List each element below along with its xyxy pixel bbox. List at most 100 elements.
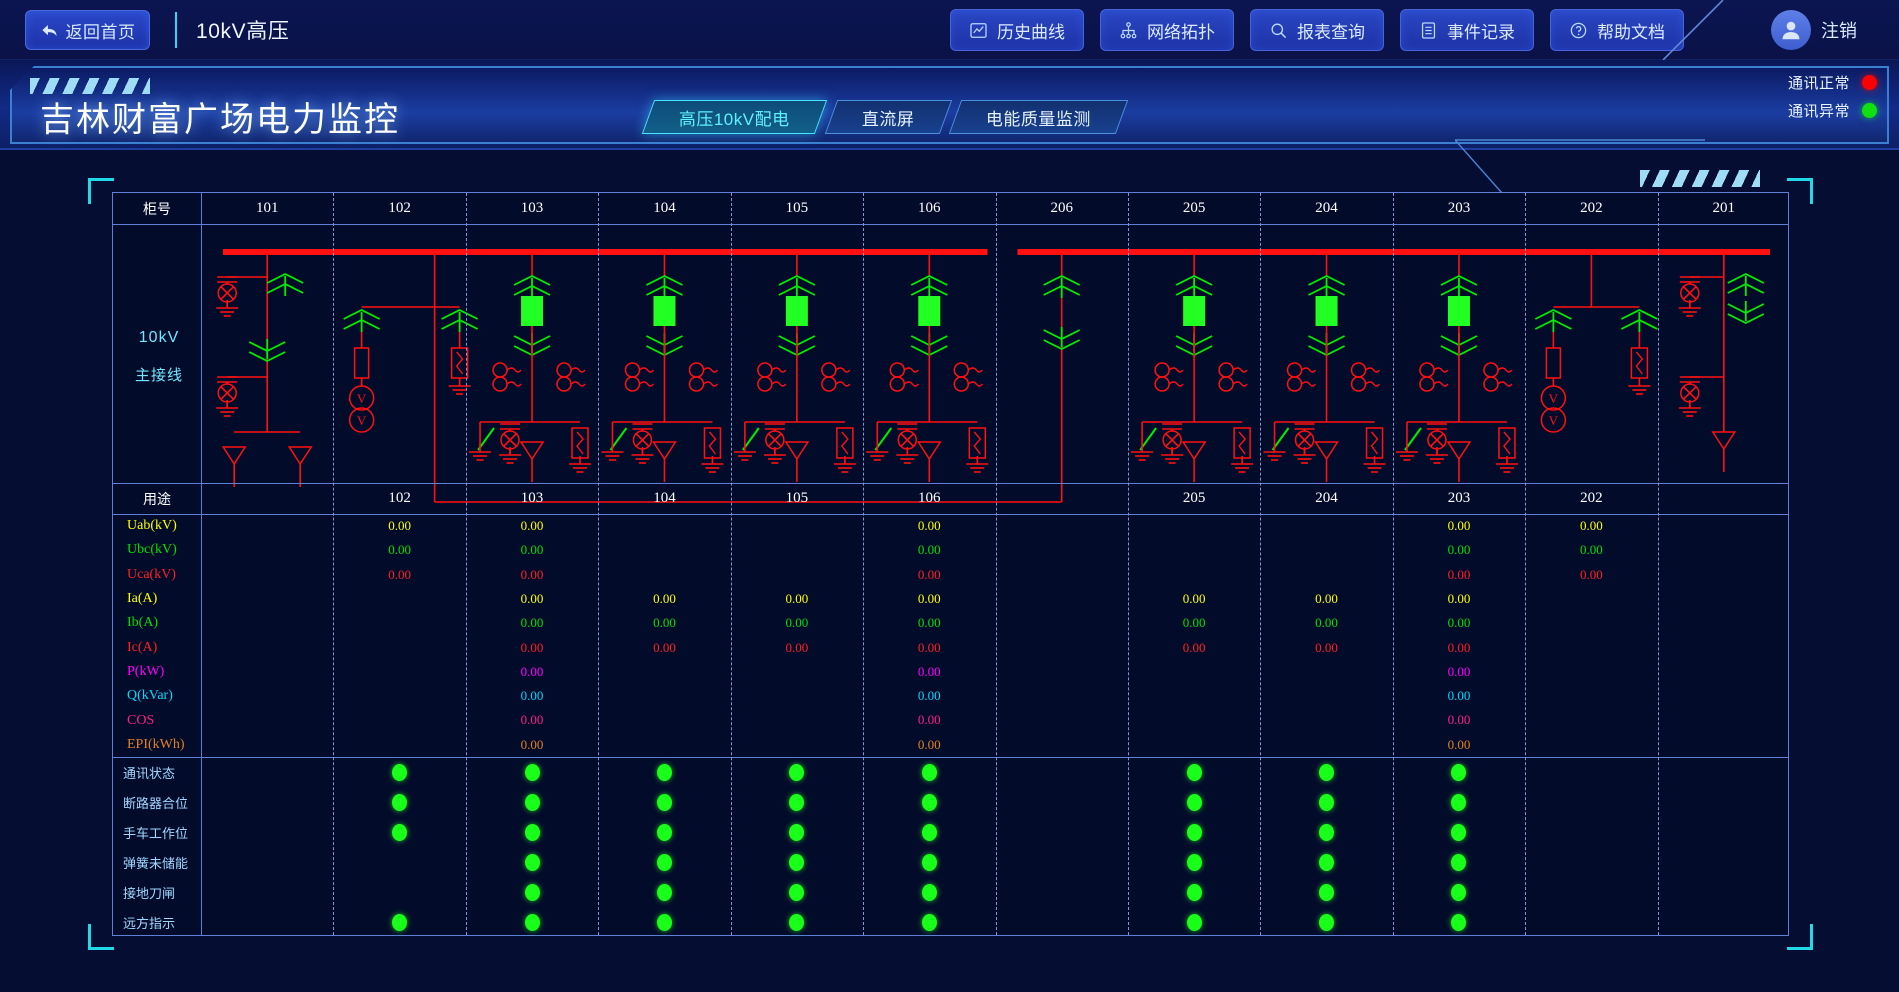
event-record-label: 事件记录 xyxy=(1447,22,1515,42)
measure-row-label-2: Uca(kV) xyxy=(127,566,176,582)
cabinet-number-104: 104 xyxy=(653,200,676,216)
measure-value-103-2: 0.00 xyxy=(520,566,544,582)
table-column-separator-8 xyxy=(1260,193,1262,935)
user-logout-area[interactable]: 注销 xyxy=(1771,9,1857,51)
status-row-label-1: 断路器合位 xyxy=(123,795,189,811)
purpose-value-102: 102 xyxy=(388,490,411,506)
legend-item-abnormal: 通讯异常 xyxy=(1788,100,1877,121)
report-query-button[interactable]: 报表查询 xyxy=(1250,9,1384,51)
status-indicator-205-4 xyxy=(1186,883,1202,901)
table-column-separator-10 xyxy=(1525,193,1527,935)
measure-value-106-6: 0.00 xyxy=(917,663,941,679)
measure-value-104-5: 0.00 xyxy=(653,639,676,655)
network-topology-label: 网络拓扑 xyxy=(1147,22,1215,42)
communication-legend: 通讯正常 通讯异常 xyxy=(1788,72,1877,121)
tab-hv-10kv-label: 高压10kV配电 xyxy=(679,109,790,129)
purpose-value-204: 204 xyxy=(1315,490,1338,506)
purpose-row-label: 用途 xyxy=(143,492,171,508)
measure-value-204-3: 0.00 xyxy=(1315,590,1338,606)
top-toolbar: 返回首页 10kV高压 历史曲线 网络拓扑 xyxy=(0,0,1899,60)
measure-value-205-5: 0.00 xyxy=(1182,639,1206,655)
status-indicator-104-1 xyxy=(656,793,672,811)
status-indicator-106-2 xyxy=(921,823,937,841)
corner-bottom-left xyxy=(88,924,114,950)
measure-value-103-3: 0.00 xyxy=(520,590,544,606)
measure-row-label-5: Ic(A) xyxy=(127,639,158,655)
status-indicator-203-1 xyxy=(1451,793,1467,811)
status-indicator-102-1 xyxy=(392,793,408,811)
cabinet-number-202: 202 xyxy=(1580,200,1603,216)
home-button[interactable]: 返回首页 xyxy=(25,10,150,50)
table-column-separator-7 xyxy=(1127,193,1129,935)
status-indicator-203-2 xyxy=(1451,823,1467,841)
measure-value-205-4: 0.00 xyxy=(1182,615,1206,631)
status-indicator-205-1 xyxy=(1186,793,1202,811)
status-indicator-103-3 xyxy=(524,853,540,871)
measure-value-106-3: 0.00 xyxy=(917,590,941,606)
measure-value-203-1: 0.00 xyxy=(1447,542,1471,558)
cabinet-number-106: 106 xyxy=(918,200,941,216)
document-icon xyxy=(1421,21,1436,39)
topology-icon xyxy=(1120,21,1137,38)
table-row-separator-3 xyxy=(113,757,1788,758)
measure-value-204-5: 0.00 xyxy=(1315,639,1338,655)
title-divider xyxy=(175,12,177,48)
report-query-label: 报表查询 xyxy=(1297,22,1365,42)
status-indicator-103-2 xyxy=(524,823,540,841)
status-indicator-204-1 xyxy=(1319,793,1335,811)
table-column-separator-2 xyxy=(465,193,467,935)
status-indicator-102-0 xyxy=(392,763,408,781)
table-column-separator-3 xyxy=(598,193,600,935)
corner-top-left xyxy=(88,178,114,204)
event-record-button[interactable]: 事件记录 xyxy=(1400,9,1534,51)
status-indicator-204-4 xyxy=(1319,883,1335,901)
measure-value-203-4: 0.00 xyxy=(1447,615,1471,631)
measure-value-106-1: 0.00 xyxy=(917,542,941,558)
table-row-separator-2 xyxy=(113,514,1788,515)
section-tabs: 高压10kV配电 直流屏 电能质量监测 xyxy=(641,100,1129,134)
status-indicator-203-3 xyxy=(1451,853,1467,871)
measure-value-106-2: 0.00 xyxy=(917,566,941,582)
measure-value-103-9: 0.00 xyxy=(520,736,544,752)
status-indicator-106-4 xyxy=(921,883,937,901)
measure-row-label-1: Ubc(kV) xyxy=(127,542,177,558)
measure-value-202-1: 0.00 xyxy=(1580,542,1603,558)
tab-power-quality[interactable]: 电能质量监测 xyxy=(949,100,1129,134)
cabinet-number-105: 105 xyxy=(785,200,809,216)
help-document-button[interactable]: 帮助文档 xyxy=(1550,9,1684,51)
status-indicator-203-5 xyxy=(1451,913,1467,931)
legend-abnormal-dot xyxy=(1862,103,1877,118)
network-topology-button[interactable]: 网络拓扑 xyxy=(1100,9,1234,51)
status-row-label-3: 弹簧未储能 xyxy=(123,855,189,871)
purpose-value-106: 106 xyxy=(918,490,941,506)
nav-button-group: 历史曲线 网络拓扑 报表查询 xyxy=(950,9,1684,51)
tab-dc-panel-label: 直流屏 xyxy=(861,109,915,129)
cabinet-number-203: 203 xyxy=(1447,200,1471,216)
banner-hatch-right-decor xyxy=(1640,170,1760,187)
status-indicator-105-0 xyxy=(789,763,805,781)
banner-hatch-left-decor xyxy=(30,78,150,94)
status-indicator-106-0 xyxy=(921,763,937,781)
measure-value-102-0: 0.00 xyxy=(388,518,411,533)
table-label-column-separator xyxy=(201,193,202,935)
tab-dc-panel[interactable]: 直流屏 xyxy=(824,100,952,134)
status-indicator-104-2 xyxy=(656,823,672,841)
measure-value-202-0: 0.00 xyxy=(1580,518,1603,533)
status-indicator-105-2 xyxy=(789,823,805,841)
table-column-separator-6 xyxy=(995,193,997,935)
status-indicator-104-3 xyxy=(656,853,672,871)
tab-hv-10kv[interactable]: 高压10kV配电 xyxy=(641,100,827,134)
measure-row-label-9: EPI(kWh) xyxy=(127,736,185,752)
status-indicator-103-5 xyxy=(524,913,540,931)
history-curve-label: 历史曲线 xyxy=(997,22,1065,42)
status-indicator-204-3 xyxy=(1319,853,1335,871)
measure-value-203-5: 0.00 xyxy=(1447,639,1471,655)
status-indicator-104-4 xyxy=(656,883,672,901)
measure-value-104-3: 0.00 xyxy=(653,590,676,606)
status-indicator-102-5 xyxy=(392,913,408,931)
status-indicator-105-1 xyxy=(789,793,805,811)
purpose-value-202: 202 xyxy=(1580,490,1603,506)
svg-text:V: V xyxy=(1549,391,1559,406)
history-curve-button[interactable]: 历史曲线 xyxy=(950,9,1084,51)
table-column-separator-4 xyxy=(730,193,732,935)
